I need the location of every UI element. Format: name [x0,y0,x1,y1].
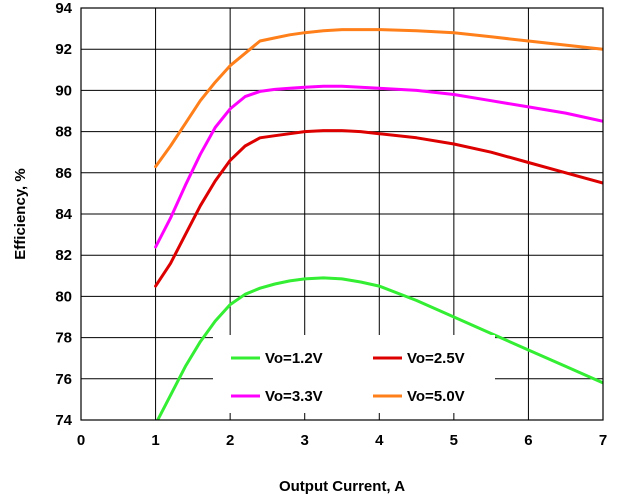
legend-label-1: Vo=2.5V [407,350,465,367]
y-tick-label: 86 [55,165,72,182]
y-tick-labels: 74 76 78 80 82 84 86 88 90 92 94 [55,0,72,429]
legend-label-3: Vo=5.0V [407,388,465,405]
y-axis-title: Efficiency, % [12,168,29,259]
x-tick-label: 1 [151,432,159,449]
x-tick-labels: 0 1 2 3 4 5 6 7 [77,432,607,449]
plot-border [80,7,604,421]
x-tick-label: 4 [375,432,384,449]
x-tick-label: 2 [226,432,234,449]
series-line-0 [156,276,603,420]
y-tick-label: 84 [55,206,72,223]
y-tick-label: 92 [55,41,72,58]
y-tick-label: 78 [55,330,72,347]
legend-label-2: Vo=3.3V [265,388,323,405]
y-tick-label: 88 [55,124,72,141]
series-line-2 [154,84,603,249]
x-tick-label: 7 [599,432,607,449]
legend-box [213,335,495,413]
x-tick-label: 0 [77,432,85,449]
x-tick-label: 6 [524,432,532,449]
y-tick-label: 74 [55,412,72,429]
series-lines [154,28,603,420]
y-tick-label: 82 [55,247,72,264]
y-tick-label: 80 [55,288,72,305]
y-tick-label: 94 [55,0,72,17]
legend: Vo=1.2V Vo=2.5V Vo=3.3V Vo=5.0V [213,335,495,413]
series-line-1 [154,129,603,288]
x-axis-title: Output Current, A [279,478,405,495]
legend-label-0: Vo=1.2V [265,350,323,367]
series-line-3 [154,28,603,169]
y-tick-label: 90 [55,82,72,99]
x-tick-label: 3 [301,432,309,449]
x-tick-label: 5 [450,432,458,449]
y-tick-label: 76 [55,371,72,388]
